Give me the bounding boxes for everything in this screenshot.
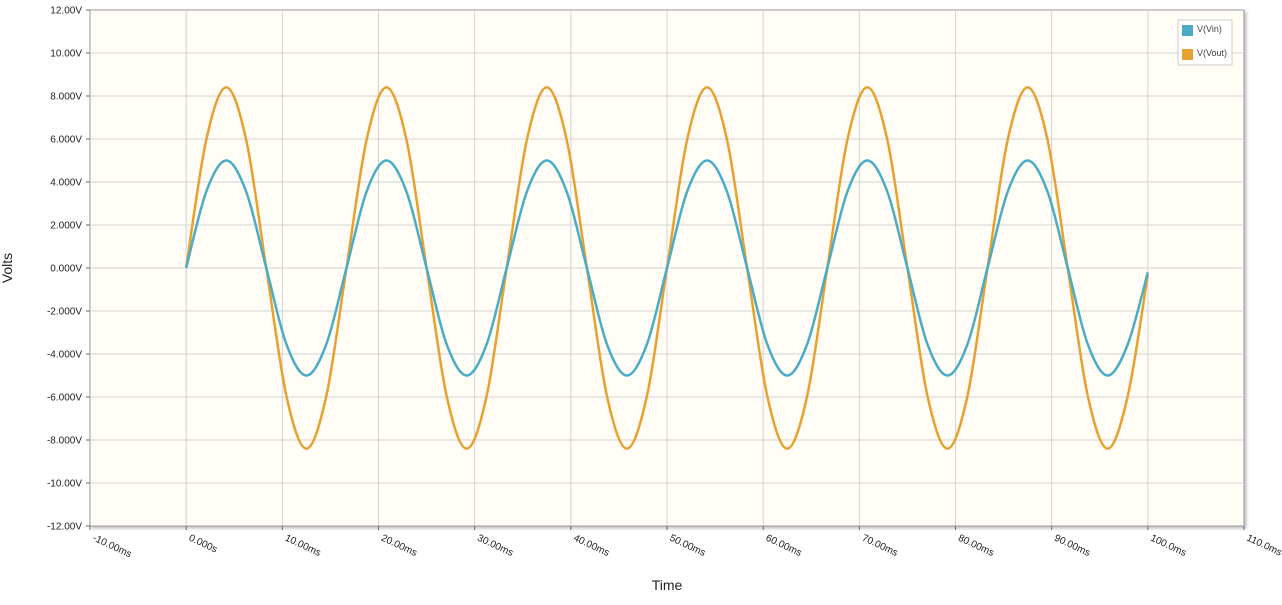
y-tick-label: 6.000V — [50, 135, 82, 146]
legend-swatch-vout — [1182, 49, 1193, 60]
y-tick-label: -4.000V — [47, 350, 82, 361]
y-tick-label: 12.00V — [50, 6, 82, 17]
y-tick-label: 2.000V — [50, 221, 82, 232]
x-tick-label: 80.00ms — [956, 533, 995, 559]
y-tick-label: 4.000V — [50, 178, 82, 189]
x-tick-label: 100.0ms — [1149, 533, 1188, 559]
x-tick-label: 40.00ms — [572, 533, 611, 559]
legend-swatch-vin — [1182, 25, 1193, 36]
y-tick-label: 10.00V — [50, 49, 82, 60]
x-tick-label: 0.000s — [187, 533, 219, 556]
x-tick-label: 20.00ms — [379, 533, 418, 559]
x-tick-label: 30.00ms — [475, 533, 514, 559]
legend-label-vout: V(Vout) — [1197, 48, 1227, 58]
x-tick-label: -10.00ms — [91, 533, 133, 561]
x-tick-label: 70.00ms — [860, 533, 899, 559]
y-tick-label: 8.000V — [50, 92, 82, 103]
x-axis: -10.00ms 0.000s 10.00ms 20.00ms 30.00ms 40.00… — [89, 526, 1282, 561]
y-tick-label: -10.00V — [47, 479, 82, 490]
x-tick-label: 50.00ms — [668, 533, 707, 559]
series-layer — [184, 86, 1150, 450]
x-tick-label: 60.00ms — [764, 533, 803, 559]
y-axis-title: Volts — [0, 253, 15, 283]
legend: V(Vin) V(Vout) — [1177, 19, 1233, 66]
series-line-vin — [184, 159, 1150, 377]
y-tick-label: -12.00V — [47, 522, 82, 533]
x-tick-label: 110.0ms — [1245, 533, 1282, 559]
x-tick-label: 90.00ms — [1052, 533, 1091, 559]
y-tick-label: -8.000V — [47, 436, 82, 447]
y-axis: 12.00V 10.00V 8.000V 6.000V 4.000V 2.000V 0.00… — [47, 6, 90, 533]
x-tick-label: 10.00ms — [283, 533, 322, 559]
y-tick-label: 0.000V — [50, 264, 82, 275]
legend-label-vin: V(Vin) — [1197, 24, 1222, 34]
y-tick-label: -6.000V — [47, 393, 82, 404]
y-tick-label: -2.000V — [47, 307, 82, 318]
x-axis-title: Time — [652, 577, 683, 593]
